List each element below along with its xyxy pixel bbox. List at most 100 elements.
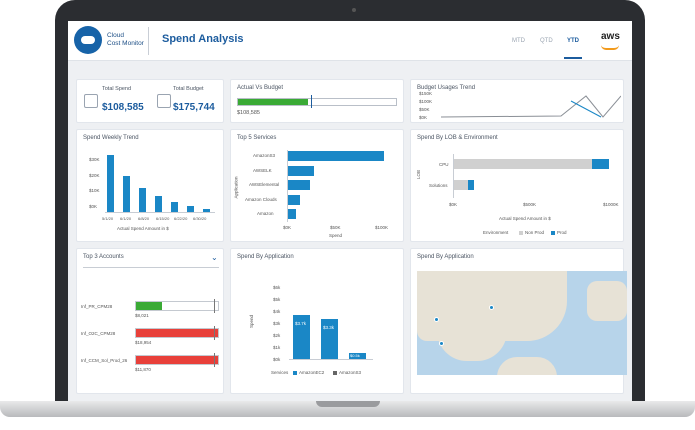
top-header: Cloud Cost Monitor Spend Analysis MTD QT… [68, 21, 632, 61]
top5-bar[interactable] [288, 209, 296, 219]
weekly-bar[interactable] [187, 206, 194, 212]
top5-row: AWSElemental [249, 182, 280, 187]
budget-marker [311, 95, 312, 108]
legend-swatch-ec2 [293, 371, 297, 375]
account-budget-marker [214, 299, 215, 313]
app-logo[interactable]: Cloud Cost Monitor [74, 26, 144, 54]
lob-bar-prod[interactable] [468, 180, 474, 190]
weekly-xtick: 5/1/20 [102, 216, 114, 221]
laptop-notch [316, 401, 380, 407]
legend-swatch-s3 [333, 371, 337, 375]
by-app-bar[interactable] [293, 315, 310, 359]
aws-logo: aws [601, 31, 620, 42]
weekly-bar[interactable] [171, 202, 178, 212]
top5-row: Amazon Clouds [245, 197, 277, 202]
lob-legend-item[interactable]: Non Prod [525, 230, 545, 235]
weekly-xtick: 6/15/20 [156, 216, 170, 221]
logo-line1: Cloud [107, 32, 124, 39]
by-app-legend-title: Services [271, 370, 289, 375]
weekly-bar[interactable] [123, 176, 130, 212]
active-tab-underline [564, 57, 582, 59]
budget-line [441, 95, 621, 118]
header-divider [148, 27, 149, 55]
usage-trend-lines [441, 95, 621, 118]
chevron-down-icon[interactable]: ⌄ [211, 253, 218, 262]
weekly-bar[interactable] [203, 209, 210, 212]
card-divider [83, 267, 219, 268]
lob-bar-prod[interactable] [592, 159, 609, 169]
tab-qtd[interactable]: QTD [540, 38, 553, 44]
account-bar-fill [136, 356, 218, 364]
account-bar-track [135, 301, 219, 311]
total-spend-value: $108,585 [102, 102, 144, 113]
by-app-legend-item[interactable]: AmazonS3 [339, 370, 362, 375]
laptop-frame: Cloud Cost Monitor Spend Analysis MTD QT… [55, 0, 645, 405]
usage-tick: $100K [419, 99, 433, 104]
by-app-ytick: $5k [273, 297, 281, 302]
lob-row: Solutions [429, 183, 448, 188]
top5-bar[interactable] [288, 166, 314, 176]
by-app-bar-label: $3.7k [295, 321, 307, 326]
weekly-ytick: $30K [89, 157, 100, 162]
lob-legend-item[interactable]: Prod [557, 230, 567, 235]
actual-vs-budget-title: Actual Vs Budget [237, 85, 284, 91]
weekly-trend-card: Spend Weekly Trend $30K $20K $10K $0K 5/… [76, 129, 224, 242]
lob-xtick: $0K [449, 202, 458, 207]
account-bar-fill [136, 329, 218, 337]
logo-line2: Cost Monitor [107, 40, 144, 47]
by-app-bar[interactable] [349, 353, 366, 359]
weekly-xtick: 6/1/20 [120, 216, 132, 221]
camera-dot [352, 8, 356, 12]
by-app-ytick: $6k [273, 285, 281, 290]
lob-title: Spend By LOB & Environment [417, 135, 498, 141]
map-marker[interactable] [439, 341, 444, 346]
spend-line [570, 100, 602, 118]
lob-y-axis [453, 154, 454, 198]
map-land-europe [587, 281, 627, 321]
lob-bar-nonprod[interactable] [454, 180, 468, 190]
by-app-bar-label: $0.5k [350, 353, 360, 358]
by-app-legend-item[interactable]: AmazonEC2 [299, 370, 325, 375]
tab-mtd[interactable]: MTD [512, 38, 525, 44]
account-name: Inf_O2C_CPM28 [81, 331, 116, 336]
lob-card: Spend By LOB & Environment LOB CPU Solut… [410, 129, 624, 242]
top3-title: Top 3 Accounts [83, 254, 124, 260]
account-value: $8,021 [135, 313, 149, 318]
top5-bar[interactable] [288, 180, 310, 190]
by-app-bar[interactable] [321, 319, 338, 359]
weekly-bar[interactable] [155, 196, 162, 212]
weekly-ytick: $0K [89, 204, 98, 209]
lob-xlabel: Actual Spend Amount in $ [499, 216, 551, 221]
weekly-xtick: 6/8/20 [138, 216, 150, 221]
total-budget-label: Total Budget [173, 86, 204, 92]
account-bar-fill [136, 302, 163, 310]
map-marker[interactable] [489, 305, 494, 310]
map-card: Spend By Application [410, 248, 627, 394]
top5-row: AmazonS3 [253, 153, 276, 158]
by-app-ytick: $3k [273, 321, 281, 326]
lob-ylabel: LOB [416, 169, 422, 180]
weekly-xtick: 6/22/20 [174, 216, 188, 221]
weekly-bar[interactable] [107, 155, 114, 212]
top5-xlabel: Spend [329, 233, 343, 238]
weekly-bar[interactable] [139, 188, 146, 212]
dashboard-screen: Cloud Cost Monitor Spend Analysis MTD QT… [68, 21, 632, 401]
by-app-x-axis [289, 359, 373, 360]
top5-bar[interactable] [288, 151, 384, 161]
weekly-ytick: $10K [89, 188, 100, 193]
aws-smile-icon [601, 45, 619, 50]
by-app-ylabel: Spend [249, 314, 255, 329]
by-app-ytick: $4k [273, 309, 281, 314]
map-marker[interactable] [434, 317, 439, 322]
account-name: Inf_PR_CPM28 [81, 304, 113, 309]
top5-y-axis [287, 150, 288, 222]
lob-bar-nonprod[interactable] [454, 159, 592, 169]
cloud-icon [74, 26, 102, 54]
tab-ytd[interactable]: YTD [567, 38, 579, 44]
world-map[interactable] [417, 271, 627, 375]
account-budget-marker [214, 353, 215, 367]
account-bar-track [135, 328, 219, 338]
top5-bar[interactable] [288, 195, 300, 205]
weekly-xlabel: Actual Spend Amount in $ [117, 226, 169, 231]
budget-icon [157, 94, 171, 108]
